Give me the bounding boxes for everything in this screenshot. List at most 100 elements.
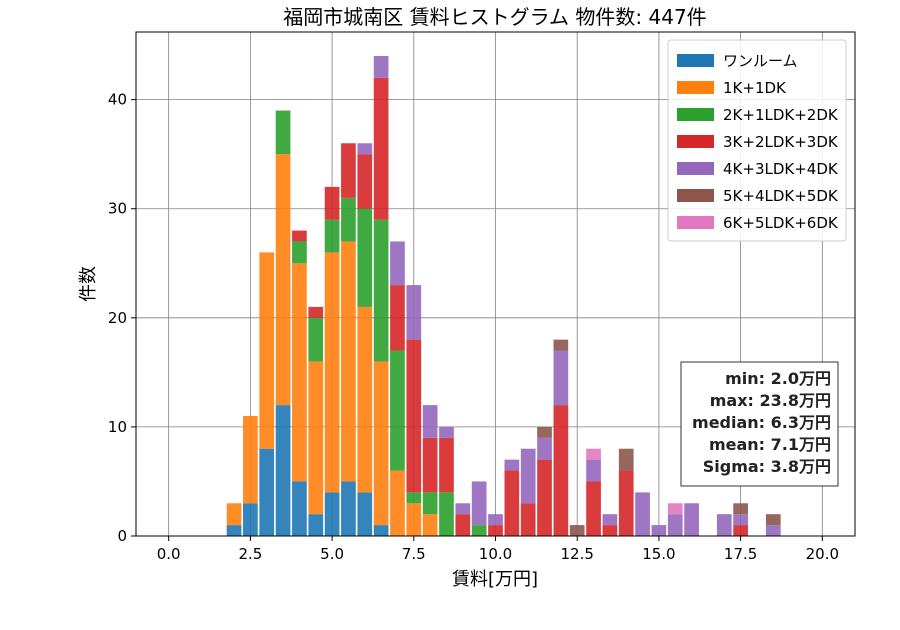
legend-label: ワンルーム bbox=[723, 52, 798, 70]
legend: ワンルーム 1K+1DK 2K+1LDK+2DK 3K+2LDK+3DK 4K+3LDK… bbox=[667, 39, 847, 242]
bar-segment bbox=[406, 503, 422, 536]
y-tick-label: 30 bbox=[108, 200, 127, 218]
bar-segment bbox=[586, 481, 601, 536]
bar-segment bbox=[259, 448, 275, 536]
bar-segment bbox=[373, 77, 389, 220]
x-axis-ticks: 0.0 2.5 5.0 7.5 10.0 12.5 15.0 17.5 20.0 bbox=[157, 536, 839, 563]
bar-segment bbox=[308, 361, 324, 515]
bar-segment bbox=[226, 503, 242, 526]
x-tick-label: 5.0 bbox=[320, 545, 344, 563]
bar-segment bbox=[390, 285, 405, 351]
stats-line: mean: 7.1万円 bbox=[709, 435, 831, 454]
bar-segment bbox=[373, 361, 389, 526]
bar-segment bbox=[488, 514, 503, 526]
bar-segment bbox=[520, 503, 536, 536]
bar-segment bbox=[341, 143, 356, 198]
bar-segment bbox=[324, 219, 340, 253]
bar-segment bbox=[635, 492, 650, 536]
bar-segment bbox=[406, 339, 422, 493]
bar-segment bbox=[586, 448, 601, 460]
bar-segment bbox=[243, 416, 258, 504]
bar-segment bbox=[308, 306, 324, 318]
bar-segment bbox=[553, 405, 569, 536]
stacked-bars bbox=[226, 56, 781, 536]
x-tick-label: 7.5 bbox=[402, 545, 426, 563]
y-tick-label: 20 bbox=[108, 309, 127, 327]
bar-segment bbox=[373, 219, 389, 362]
legend-swatch bbox=[677, 54, 714, 67]
y-axis-ticks: 0 10 20 30 40 bbox=[108, 91, 136, 545]
bar-segment bbox=[292, 241, 307, 264]
bar-segment bbox=[390, 241, 405, 286]
bar-segment bbox=[422, 405, 438, 438]
bar-segment bbox=[553, 339, 569, 351]
bar-segment bbox=[275, 110, 291, 155]
bar-segment bbox=[226, 525, 242, 536]
x-tick-label: 0.0 bbox=[157, 545, 181, 563]
legend-label: 3K+2LDK+3DK bbox=[723, 133, 839, 151]
bar-segment bbox=[324, 186, 340, 220]
bar-segment bbox=[308, 317, 324, 362]
bar-segment bbox=[259, 252, 275, 449]
bar-segment bbox=[439, 437, 454, 493]
stats-line: median: 6.3万円 bbox=[692, 413, 831, 432]
bar-segment bbox=[439, 492, 454, 536]
bar-segment bbox=[357, 143, 373, 155]
bar-segment bbox=[275, 154, 291, 406]
bar-segment bbox=[733, 503, 748, 515]
bar-segment bbox=[373, 525, 389, 536]
bar-segment bbox=[537, 459, 552, 536]
bar-segment bbox=[373, 56, 389, 78]
bar-segment bbox=[406, 492, 422, 504]
legend-swatch bbox=[677, 81, 714, 94]
bar-segment bbox=[716, 514, 732, 536]
bar-segment bbox=[324, 252, 340, 493]
bar-segment bbox=[537, 426, 552, 438]
bar-segment bbox=[602, 525, 618, 536]
stats-box: min: 2.0万円 max: 23.8万円 median: 6.3万円 mean: … bbox=[680, 361, 839, 487]
bar-segment bbox=[520, 448, 536, 504]
bar-segment bbox=[684, 503, 699, 536]
bar-segment bbox=[618, 448, 634, 471]
legend-swatch bbox=[677, 216, 714, 229]
bar-segment bbox=[618, 470, 634, 536]
legend-label: 5K+4LDK+5DK bbox=[723, 187, 839, 205]
bar-segment bbox=[504, 470, 520, 536]
bar-segment bbox=[422, 437, 438, 493]
bar-segment bbox=[569, 525, 585, 536]
bar-segment bbox=[292, 481, 307, 536]
bar-segment bbox=[341, 481, 356, 536]
bar-segment bbox=[357, 208, 373, 307]
bar-segment bbox=[765, 525, 781, 536]
x-tick-label: 15.0 bbox=[642, 545, 675, 563]
bar-segment bbox=[357, 306, 373, 493]
y-tick-label: 10 bbox=[108, 418, 127, 436]
bar-segment bbox=[357, 492, 373, 536]
bar-segment bbox=[455, 514, 471, 536]
x-tick-label: 10.0 bbox=[479, 545, 512, 563]
bar-segment bbox=[471, 481, 487, 526]
bar-segment bbox=[357, 154, 373, 209]
legend-label: 6K+5LDK+6DK bbox=[723, 214, 839, 232]
legend-swatch bbox=[677, 108, 714, 121]
bar-segment bbox=[341, 241, 356, 482]
chart-title: 福岡市城南区 賃料ヒストグラム 物件数: 447件 bbox=[283, 5, 706, 29]
bar-segment bbox=[504, 459, 520, 471]
bar-segment bbox=[292, 230, 307, 242]
bar-segment bbox=[553, 350, 569, 406]
legend-label: 1K+1DK bbox=[723, 79, 787, 97]
bar-segment bbox=[765, 514, 781, 526]
x-tick-label: 12.5 bbox=[561, 545, 594, 563]
bar-segment bbox=[243, 503, 258, 536]
bar-segment bbox=[422, 514, 438, 536]
bar-segment bbox=[586, 459, 601, 482]
y-axis-title: 件数 bbox=[78, 266, 99, 302]
bar-segment bbox=[390, 350, 405, 471]
stats-line: max: 23.8万円 bbox=[710, 391, 831, 410]
x-tick-label: 17.5 bbox=[724, 545, 757, 563]
x-tick-label: 20.0 bbox=[806, 545, 839, 563]
y-tick-label: 40 bbox=[108, 91, 127, 109]
bar-segment bbox=[488, 525, 503, 536]
bar-segment bbox=[455, 503, 471, 515]
